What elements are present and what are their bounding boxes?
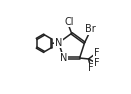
Text: F: F: [94, 48, 99, 58]
Text: F: F: [88, 63, 94, 73]
Text: F: F: [94, 58, 99, 68]
Text: N: N: [60, 53, 67, 63]
Text: Br: Br: [85, 24, 96, 34]
Text: Cl: Cl: [64, 17, 73, 27]
Text: N: N: [55, 38, 62, 48]
